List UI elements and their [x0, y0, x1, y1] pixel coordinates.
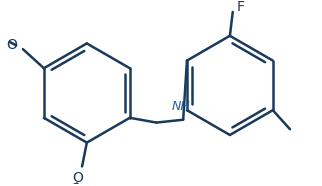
- Text: O: O: [6, 38, 17, 52]
- Text: O: O: [72, 171, 83, 185]
- Text: NH: NH: [172, 100, 191, 113]
- Text: F: F: [236, 0, 244, 14]
